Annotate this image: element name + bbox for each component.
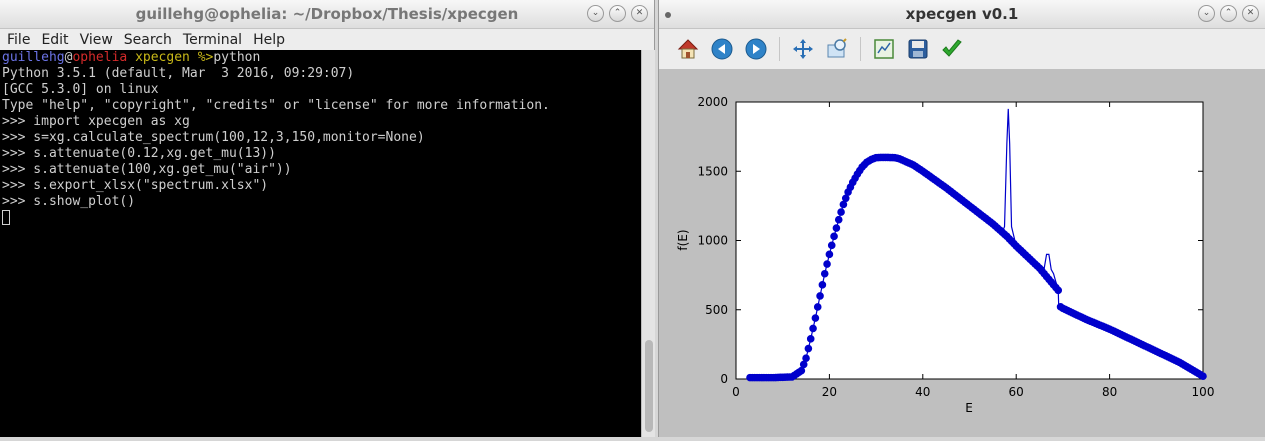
menu-terminal[interactable]: Terminal — [182, 31, 243, 48]
prompt-dir: xpecgen — [127, 50, 190, 65]
data-point — [797, 366, 806, 375]
terminal-scrollbar[interactable] — [641, 50, 655, 437]
y-tick-label: 500 — [705, 303, 728, 317]
data-point — [830, 232, 838, 241]
terminal-titlebar[interactable]: guillehg@ophelia: ~/Dropbox/Thesis/xpecg… — [0, 0, 654, 29]
terminal-line: >>> import xpecgen as xg — [2, 114, 190, 129]
data-point — [813, 303, 822, 311]
data-point — [834, 215, 843, 224]
data-point — [841, 194, 850, 203]
terminal-line: Python 3.5.1 (default, Mar 3 2016, 09:29… — [2, 66, 355, 81]
y-tick-label: 1000 — [697, 234, 728, 248]
terminal-line: >>> s.attenuate(0.12,xg.get_mu(13)) — [2, 146, 276, 161]
zoom-button[interactable] — [824, 36, 850, 62]
terminal-line: >>> s.export_xlsx("spectrum.xlsx") — [2, 178, 269, 193]
data-point — [806, 335, 815, 343]
x-tick-label: 40 — [915, 385, 930, 399]
prompt-host: ophelia — [72, 50, 128, 65]
minimize-button[interactable]: ⌄ — [1198, 5, 1215, 22]
menu-view[interactable]: View — [79, 31, 113, 48]
check-icon — [942, 39, 962, 57]
forward-arrow-icon — [745, 38, 767, 60]
text-cursor — [2, 210, 10, 225]
terminal-line: Type "help", "copyright", "credits" or "… — [2, 98, 550, 113]
x-tick-label: 0 — [732, 385, 740, 399]
data-point — [802, 354, 810, 363]
menu-search[interactable]: Search — [123, 31, 172, 48]
home-button[interactable] — [675, 36, 701, 62]
x-tick-label: 100 — [1192, 385, 1215, 399]
y-tick-label: 2000 — [697, 95, 728, 109]
toolbar-separator — [779, 37, 780, 61]
prompt-user: guillehg — [2, 50, 65, 65]
menu-help[interactable]: Help — [253, 31, 285, 48]
data-point — [832, 224, 841, 232]
data-point — [809, 324, 817, 333]
data-point — [799, 360, 808, 369]
prompt-at: @ — [64, 50, 73, 65]
subplot-config-icon — [874, 39, 894, 59]
terminal-window: guillehg@ophelia: ~/Dropbox/Thesis/xpecg… — [0, 0, 655, 437]
terminal-line: >>> s.show_plot() — [2, 194, 136, 209]
scrollbar-thumb[interactable] — [645, 340, 653, 432]
prompt-command: python — [213, 50, 261, 65]
data-point — [811, 314, 820, 322]
data-point — [837, 208, 845, 216]
edit-check-button[interactable] — [939, 36, 965, 62]
back-button[interactable] — [709, 36, 735, 62]
y-axis-label: f(E) — [676, 229, 690, 250]
toolbar-separator — [860, 37, 861, 61]
data-point — [820, 269, 829, 278]
plot-titlebar[interactable]: xpecgen v0.1 ⌄ ⌃ ✕ — [659, 0, 1265, 29]
save-button[interactable] — [905, 36, 931, 62]
data-point — [839, 200, 848, 209]
pan-button[interactable] — [790, 36, 816, 62]
terminal-menubar: File Edit View Search Terminal Help — [0, 29, 654, 50]
y-tick-label: 1500 — [697, 164, 728, 178]
maximize-button[interactable]: ⌃ — [609, 5, 626, 22]
x-tick-label: 60 — [1009, 385, 1024, 399]
window-menu-icon[interactable] — [665, 12, 671, 18]
plot-window: xpecgen v0.1 ⌄ ⌃ ✕ — [658, 0, 1265, 437]
x-tick-label: 80 — [1102, 385, 1117, 399]
terminal-line: [GCC 5.3.0] on linux — [2, 82, 159, 97]
menu-file[interactable]: File — [7, 31, 31, 48]
plot-toolbar — [659, 29, 1265, 70]
data-point — [818, 281, 827, 289]
maximize-button[interactable]: ⌃ — [1220, 5, 1237, 22]
close-button[interactable]: ✕ — [631, 5, 648, 22]
series-line — [992, 108, 1059, 291]
zoom-rect-icon — [827, 38, 847, 58]
shell-prompt-line: guillehg@ophelia xpecgen %>python — [2, 50, 641, 66]
subplot-config-button[interactable] — [871, 36, 897, 62]
data-point — [827, 241, 836, 250]
data-point — [804, 344, 813, 353]
terminal-line: >>> s.attenuate(100,xg.get_mu("air")) — [2, 162, 292, 177]
y-tick-label: 0 — [720, 372, 728, 386]
x-tick-label: 20 — [822, 385, 837, 399]
save-icon — [908, 39, 928, 59]
x-axis-label: E — [965, 401, 973, 415]
data-point — [823, 260, 831, 268]
data-point — [816, 292, 824, 300]
terminal-line: >>> s=xg.calculate_spectrum(100,12,3,150… — [2, 130, 425, 145]
back-arrow-icon — [711, 38, 733, 60]
chart-series — [746, 108, 1207, 382]
cursor-line — [2, 210, 641, 226]
plot-canvas[interactable]: 0 20 40 60 80 100 0 500 1000 1500 2000 E f(E) — [659, 69, 1265, 437]
menu-edit[interactable]: Edit — [41, 31, 69, 48]
data-point — [825, 250, 834, 259]
minimize-button[interactable]: ⌄ — [587, 5, 604, 22]
terminal-output[interactable]: guillehg@ophelia xpecgen %>python Python… — [0, 50, 641, 437]
home-icon — [677, 39, 699, 59]
prompt-symbol: %> — [189, 50, 214, 65]
pan-move-icon — [793, 39, 813, 59]
terminal-title: guillehg@ophelia: ~/Dropbox/Thesis/xpecg… — [135, 5, 519, 23]
close-button[interactable]: ✕ — [1242, 5, 1259, 22]
forward-button[interactable] — [743, 36, 769, 62]
plot-title: xpecgen v0.1 — [905, 5, 1019, 23]
data-point — [1199, 372, 1207, 381]
